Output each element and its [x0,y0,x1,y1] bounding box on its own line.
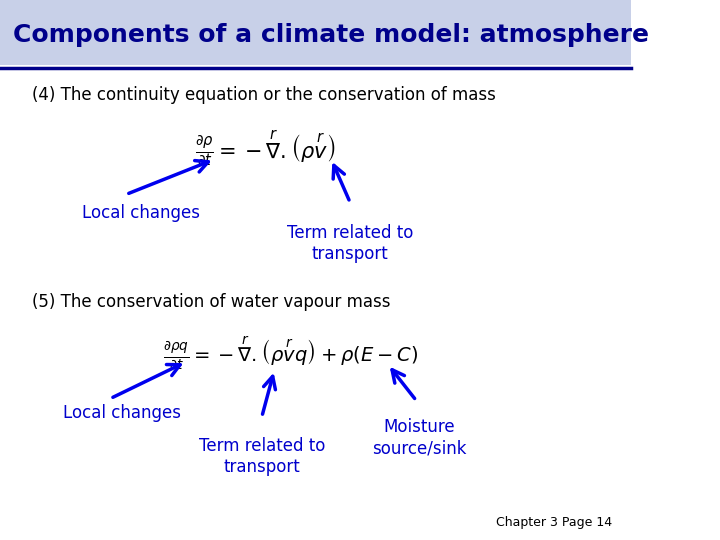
Text: $\frac{\partial\rho}{\partial t} = -\overset{r}{\nabla}.\left(\rho\overset{r}{v}: $\frac{\partial\rho}{\partial t} = -\ove… [194,129,336,168]
Text: Term related to
transport: Term related to transport [199,437,325,476]
Text: Local changes: Local changes [82,204,200,222]
FancyBboxPatch shape [0,0,631,65]
Text: Moisture
source/sink: Moisture source/sink [372,418,467,457]
Text: Local changes: Local changes [63,404,181,422]
Text: (4) The continuity equation or the conservation of mass: (4) The continuity equation or the conse… [32,85,495,104]
Text: Chapter 3 Page 14: Chapter 3 Page 14 [496,516,612,529]
Text: $\frac{\partial\rho q}{\partial t} = -\overset{r}{\nabla}.\left(\rho\overset{r}{: $\frac{\partial\rho q}{\partial t} = -\o… [163,335,418,372]
Text: Term related to
transport: Term related to transport [287,224,413,263]
Text: (5) The conservation of water vapour mass: (5) The conservation of water vapour mas… [32,293,390,312]
Text: Components of a climate model: atmosphere: Components of a climate model: atmospher… [13,23,649,47]
